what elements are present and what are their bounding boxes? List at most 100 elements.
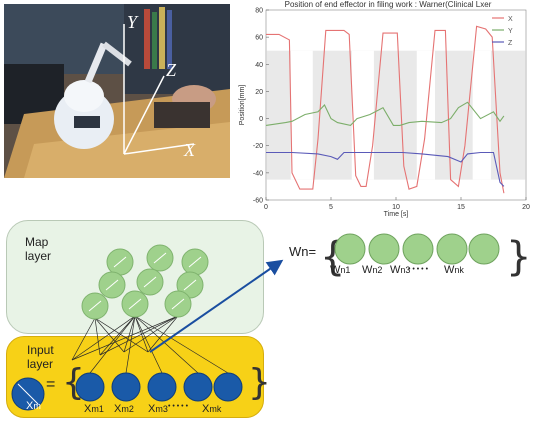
input-vector-label: Xm3 xyxy=(148,403,168,415)
input-brace-left: { xyxy=(62,362,85,403)
legend-label: X xyxy=(508,16,513,23)
connection-line xyxy=(134,315,229,374)
series-line-x xyxy=(266,25,505,194)
xm-sub: m xyxy=(33,401,41,411)
connection-line xyxy=(123,315,136,353)
connection-line xyxy=(94,317,149,353)
chart-band xyxy=(351,50,374,180)
input-vector-label: Xm2 xyxy=(114,403,134,415)
map-node-arrow xyxy=(128,298,142,310)
connection-line xyxy=(99,315,179,356)
wn-vector-base: W xyxy=(444,264,455,276)
wn-vector-sub: nk xyxy=(454,265,464,275)
legend-label: Z xyxy=(508,40,513,47)
y-tick-label: 60 xyxy=(255,35,263,42)
connection-line xyxy=(71,315,179,361)
input-equals: = xyxy=(46,376,56,393)
map-node-arrow xyxy=(153,252,167,264)
x-tick-label: 20 xyxy=(522,204,530,211)
input-vector-label: Xmk xyxy=(202,403,221,415)
connection-line xyxy=(134,315,149,353)
input-vector-sub: m1 xyxy=(91,404,104,414)
series-line-z xyxy=(266,151,505,187)
photo-axis-x: X xyxy=(183,140,196,160)
xm-label: Xm xyxy=(26,400,41,412)
input-layer-label-line2: layer xyxy=(27,357,54,371)
wn-vector-base: W xyxy=(390,264,401,276)
wn-node xyxy=(468,233,500,265)
wn-vector-sub: n3 xyxy=(400,265,411,275)
map-node-arrow xyxy=(143,276,157,288)
wn-node xyxy=(402,233,434,265)
y-tick-label: 40 xyxy=(255,62,263,69)
input-vector-sub: m2 xyxy=(121,404,134,414)
wn-vector-label: Wn3 xyxy=(390,264,410,276)
chart-title: Position of end effector in filing work … xyxy=(285,0,492,9)
map-node-arrow xyxy=(188,256,202,268)
connection-line xyxy=(94,317,125,353)
input-node xyxy=(213,372,243,402)
xm-base: X xyxy=(26,400,34,412)
input-vector-sub: mk xyxy=(209,404,222,414)
connection-line xyxy=(147,315,179,353)
connection-line xyxy=(123,315,179,353)
y-tick-label: -20 xyxy=(253,143,263,150)
photo-axis-y: Y xyxy=(127,12,139,32)
y-tick-label: 80 xyxy=(255,8,263,15)
y-tick-label: 0 xyxy=(259,116,263,123)
input-node xyxy=(75,372,105,402)
y-tick-label: -60 xyxy=(253,198,263,205)
wn-vector-label: Wn1 xyxy=(330,264,350,276)
input-layer-label: Input layer xyxy=(27,343,54,371)
wn-vector-base: W xyxy=(330,264,341,276)
input-brace-right: } xyxy=(248,362,271,403)
x-tick-label: 5 xyxy=(329,204,333,211)
connection-line xyxy=(134,315,199,374)
input-node xyxy=(183,372,213,402)
connection-line xyxy=(125,315,136,374)
wn-vector-sub: n1 xyxy=(340,265,351,275)
wn-label: Wn= xyxy=(289,244,317,259)
y-tick-label: -40 xyxy=(253,170,263,177)
input-node xyxy=(147,372,177,402)
input-vector-base: X xyxy=(114,403,122,415)
input-vector-base: X xyxy=(202,403,210,415)
wn-node xyxy=(368,233,400,265)
connection-line xyxy=(89,315,136,374)
x-tick-label: 15 xyxy=(457,204,465,211)
chart-band xyxy=(472,50,491,180)
y-axis-label: Position[mm] xyxy=(239,85,246,126)
wn-node xyxy=(334,233,366,265)
robot-photo: Y Z X xyxy=(4,4,230,178)
wn-vector-label: Wnk xyxy=(444,264,464,276)
map-node-arrow xyxy=(105,279,119,291)
map-layer-label-line1: Map xyxy=(25,235,49,249)
x-axis-label: Time [s] xyxy=(384,211,409,218)
input-node xyxy=(111,372,141,402)
connection-line xyxy=(99,315,136,356)
input-vector-base: X xyxy=(84,403,92,415)
series-line-y xyxy=(265,101,505,127)
photo-axis-z: Z xyxy=(166,60,177,80)
map-layer-label: Map layer xyxy=(25,235,51,263)
wn-brace-right: } xyxy=(506,234,531,280)
wn-vector-base: W xyxy=(362,264,373,276)
input-vector-sub: m3 xyxy=(155,404,168,414)
wn-vector-label: Wn2 xyxy=(362,264,382,276)
y-tick-label: 20 xyxy=(255,89,263,96)
x-tick-label: 0 xyxy=(264,204,268,211)
connection-line xyxy=(71,317,96,361)
map-to-weight-arrow xyxy=(149,259,284,353)
xm-node-stroke xyxy=(17,383,39,405)
input-vector-dots: • • • • • xyxy=(168,403,189,410)
connection-line xyxy=(94,317,101,356)
connection-line xyxy=(134,315,163,374)
input-layer-label-line1: Input xyxy=(27,343,54,357)
map-node-arrow xyxy=(171,298,185,310)
map-node-arrow xyxy=(113,256,127,268)
connection-line xyxy=(71,315,136,361)
wn-vector-sub: n2 xyxy=(372,265,383,275)
position-chart: Position of end effector in filing work … xyxy=(238,0,530,218)
